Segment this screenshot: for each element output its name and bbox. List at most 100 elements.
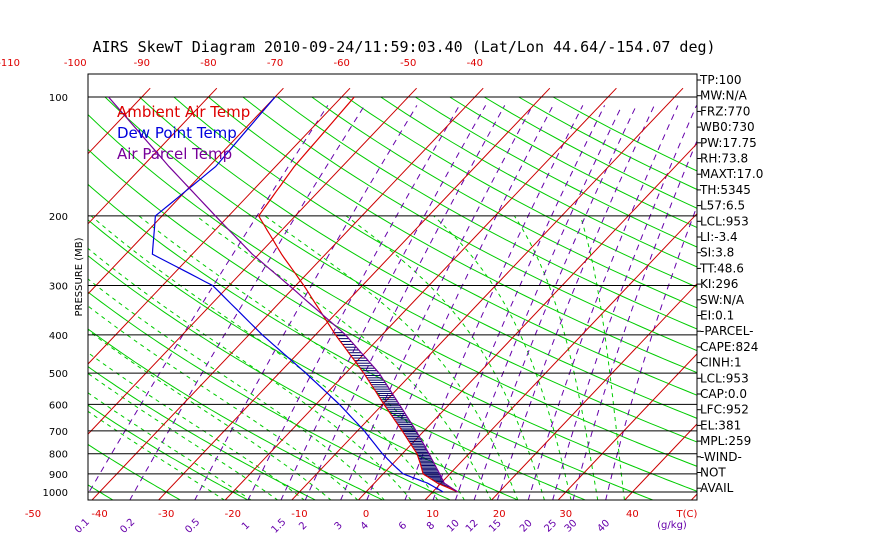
bottom-temp-tick-label: -50 — [25, 509, 41, 520]
mixing-ratio-line — [88, 105, 329, 495]
top-temp-tick-label: -100 — [64, 58, 87, 69]
legend-ambient: Ambient Air Temp — [117, 103, 250, 121]
index-value: WB0:730 — [700, 120, 755, 134]
mixing-ratio-line — [304, 105, 506, 500]
bottom-temp-tick-label: -10 — [291, 509, 307, 520]
index-value: LI:-3.4 — [700, 230, 738, 244]
bottom-temp-tick-label: -20 — [225, 509, 241, 520]
pressure-tick-label: 400 — [49, 331, 68, 342]
dry-adiabat — [104, 96, 697, 443]
index-value: CINH:1 — [700, 356, 742, 370]
index-value: LCL:953 — [700, 214, 749, 228]
index-value: MW:N/A — [700, 89, 748, 103]
bottom-temp-tick-label: 10 — [426, 509, 439, 520]
isotherm — [224, 87, 617, 500]
moist-adiabat — [579, 215, 625, 500]
mixing-ratio-line — [496, 105, 655, 500]
moist-adiabat — [88, 278, 386, 500]
pressure-tick-label: 900 — [49, 470, 68, 481]
pressure-tick-label: 700 — [49, 427, 68, 438]
dry-adiabat — [380, 96, 697, 268]
index-value: NOT — [700, 466, 726, 480]
isotherm — [88, 87, 218, 225]
top-temp-tick-label: -40 — [467, 58, 483, 69]
pressure-tick-label: 1000 — [43, 488, 68, 499]
dry-adiabat — [88, 291, 452, 500]
bottom-temp-tick-label: -30 — [158, 509, 174, 520]
mixing-ratio-line — [280, 105, 487, 500]
isotherm — [624, 423, 697, 500]
moist-adiabat — [88, 392, 252, 500]
mixing-ratio-line — [247, 105, 460, 500]
index-value: -WIND- — [700, 450, 742, 464]
parcel-temp-line — [108, 96, 459, 493]
index-value: SI:3.8 — [700, 246, 734, 260]
isotherm — [557, 353, 697, 500]
moist-adiabat — [345, 215, 545, 500]
isotherm — [91, 87, 484, 500]
moist-adiabat — [195, 215, 492, 500]
moist-adiabat — [433, 215, 572, 500]
dry-adiabat — [88, 113, 697, 467]
index-value: TT:48.6 — [699, 261, 744, 275]
isotherm — [157, 87, 551, 500]
index-value: LCL:953 — [700, 371, 749, 385]
chart-title: AIRS SkewT Diagram 2010-09-24/11:59:03.4… — [92, 38, 715, 56]
pressure-tick-label: 300 — [49, 281, 68, 292]
mixing-ratio-line — [473, 105, 637, 500]
index-value: KI:296 — [700, 277, 738, 291]
isotherm — [88, 87, 351, 365]
index-value: MPL:259 — [700, 434, 751, 448]
dry-adiabat — [277, 96, 697, 330]
dry-adiabat — [88, 366, 317, 500]
isotherm — [424, 212, 697, 500]
dry-adiabat — [88, 255, 519, 500]
index-value: LFC:952 — [700, 403, 749, 417]
top-temp-tick-label: -50 — [400, 58, 416, 69]
ambient-temp-line — [257, 96, 459, 493]
index-value: EI:0.1 — [700, 309, 734, 323]
moist-adiabat — [88, 247, 412, 500]
index-value: AVAIL — [700, 481, 734, 495]
isotherm — [88, 87, 284, 295]
pressure-tick-label: 100 — [49, 93, 68, 104]
bottom-temp-tick-label: 30 — [559, 509, 572, 520]
moist-adiabat — [88, 329, 332, 500]
index-value: TH:5345 — [699, 183, 751, 197]
moist-adiabat — [88, 352, 306, 500]
moist-adiabat — [90, 215, 439, 500]
index-value: CAP:0.0 — [700, 387, 747, 401]
legend-dewpoint: Dew Point Temp — [117, 124, 237, 142]
dry-adiabat — [346, 96, 697, 288]
mixing-ratio-line — [404, 105, 584, 500]
top-temp-tick-label: -110 — [0, 58, 20, 69]
plot-frame — [87, 73, 698, 501]
dry-adiabat — [173, 96, 697, 396]
bottom-temp-tick-label: 40 — [626, 509, 639, 520]
top-temp-tick-label: -80 — [200, 58, 216, 69]
index-value: L57:6.5 — [700, 199, 745, 213]
dry-adiabat — [88, 219, 587, 500]
mixing-ratio-line — [366, 105, 554, 500]
top-temp-tick-label: -70 — [267, 58, 283, 69]
moist-adiabat — [264, 215, 519, 500]
index-value: CAPE:824 — [700, 340, 758, 354]
pressure-tick-label: 500 — [49, 369, 68, 380]
dry-adiabat — [311, 96, 697, 309]
bottom-temp-tick-label: -40 — [91, 509, 107, 520]
mixing-ratio-line — [129, 105, 366, 500]
dry-adiabat — [242, 96, 697, 352]
mixing-ratio-unit: (g/kg) — [657, 520, 687, 531]
legend: Ambient Air Temp Dew Point Temp Air Parc… — [117, 103, 250, 163]
dry-adiabat — [208, 96, 697, 374]
index-value: PW:17.75 — [700, 136, 757, 150]
dry-adiabat — [88, 443, 182, 500]
mixing-ratio-line — [432, 105, 606, 500]
top-temp-tick-label: -60 — [333, 58, 349, 69]
pressure-tick-label: 800 — [49, 450, 68, 461]
isotherm — [291, 87, 684, 500]
dry-adiabat — [88, 148, 697, 492]
isotherm — [490, 283, 697, 500]
